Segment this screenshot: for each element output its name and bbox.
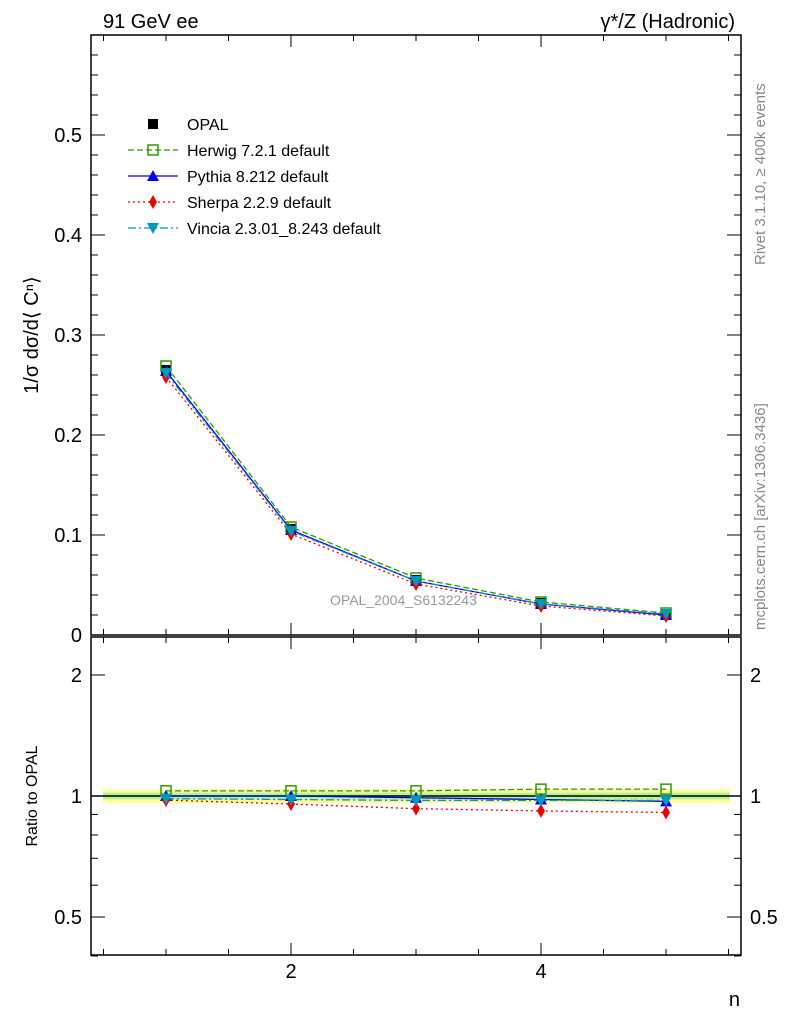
legend-label: Vincia 2.3.01_8.243 default: [187, 221, 381, 238]
ratio-point-4: [535, 795, 547, 807]
ratio-y-tick-label-right: 2: [750, 665, 761, 687]
y-tick-label: 0: [71, 625, 82, 647]
ratio-point-3: [662, 805, 670, 820]
ratio-point-4: [160, 793, 172, 805]
legend-marker: [148, 119, 158, 129]
data-point-4: [660, 609, 672, 620]
legend-marker: [147, 144, 159, 156]
main-ylabel: 1/σ dσ/d⟨ Cⁿ⟩: [21, 276, 43, 394]
ratio-point-4: [285, 794, 297, 806]
ratio-point-3: [537, 803, 545, 818]
data-point-4: [285, 526, 297, 537]
legend-label: Pythia 8.212 default: [187, 169, 329, 186]
rivet-label: Rivet 3.1.10, ≥ 400k events: [752, 83, 769, 265]
ratio-y-tick-label-right: 1: [750, 786, 761, 808]
x-tick-label: 4: [535, 961, 546, 983]
xlabel: n: [729, 989, 740, 1011]
ratio-point-4: [410, 795, 422, 807]
mcplots-label: mcplots.cern.ch [arXiv:1306.3436]: [752, 403, 769, 630]
legend-label: OPAL: [187, 117, 229, 134]
legend-marker: [147, 170, 159, 181]
ratio-line-1: [166, 788, 666, 792]
ratio-ylabel: Ratio to OPAL: [24, 745, 41, 846]
data-point-4: [535, 599, 547, 610]
y-tick-label: 0.5: [54, 125, 82, 147]
data-point-4: [410, 576, 422, 587]
ratio-point-3: [412, 801, 420, 816]
legend-label: Sherpa 2.2.9 default: [187, 195, 332, 212]
ratio-y-tick-label-right: 0.5: [750, 907, 778, 929]
ratio-point-4: [660, 795, 672, 807]
header-right: γ*/Z (Hadronic): [601, 11, 735, 33]
data-point-4: [160, 368, 172, 379]
ratio-y-tick-label: 2: [71, 665, 82, 687]
legend-marker: [149, 195, 157, 209]
ratio-point-1: [660, 783, 672, 795]
y-tick-label: 0.1: [54, 525, 82, 547]
header-left: 91 GeV ee: [103, 11, 199, 33]
ratio-y-tick-label: 0.5: [54, 907, 82, 929]
y-tick-label: 0.3: [54, 325, 82, 347]
ratio-y-tick-label: 1: [71, 786, 82, 808]
analysis-label: OPAL_2004_S6132243: [330, 592, 477, 608]
x-tick-label: 2: [285, 961, 296, 983]
legend-label: Herwig 7.2.1 default: [187, 143, 330, 160]
y-tick-label: 0.2: [54, 425, 82, 447]
y-tick-label: 0.4: [54, 225, 82, 247]
ratio-line-4: [165, 797, 666, 802]
legend-marker: [147, 223, 159, 234]
